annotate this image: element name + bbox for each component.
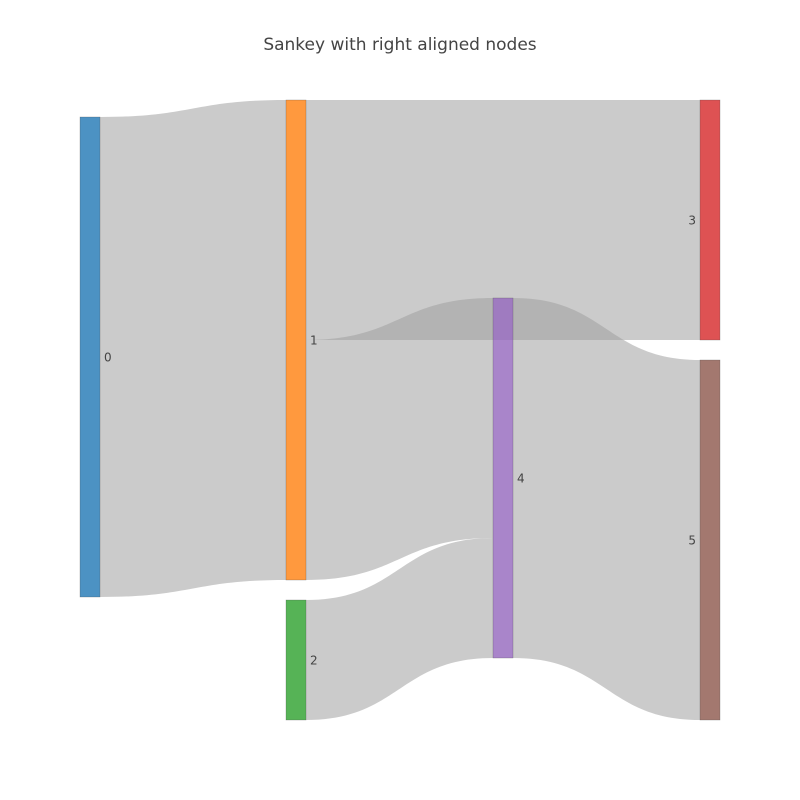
node-label-1: 1: [310, 334, 318, 348]
node-4[interactable]: [492, 297, 514, 659]
labels-layer: 0 1 2 3 4 5: [104, 214, 696, 668]
node-label-2: 2: [310, 654, 318, 668]
node-5[interactable]: [699, 359, 721, 721]
link-4-5[interactable]: [513, 298, 700, 720]
chart-title: Sankey with right aligned nodes: [263, 35, 536, 55]
links-layer: [100, 100, 700, 720]
node-2[interactable]: [285, 599, 307, 721]
link-2-4[interactable]: [306, 538, 493, 720]
link-1-4[interactable]: [306, 298, 493, 580]
node-label-4: 4: [517, 472, 525, 486]
nodes-layer: [79, 99, 721, 721]
node-0[interactable]: [79, 116, 101, 598]
node-label-0: 0: [104, 351, 112, 365]
node-label-3: 3: [688, 214, 696, 228]
link-0-1[interactable]: [100, 100, 286, 597]
node-label-5: 5: [688, 534, 696, 548]
link-1-3[interactable]: [306, 100, 700, 340]
node-3[interactable]: [699, 99, 721, 341]
node-1[interactable]: [285, 99, 307, 581]
